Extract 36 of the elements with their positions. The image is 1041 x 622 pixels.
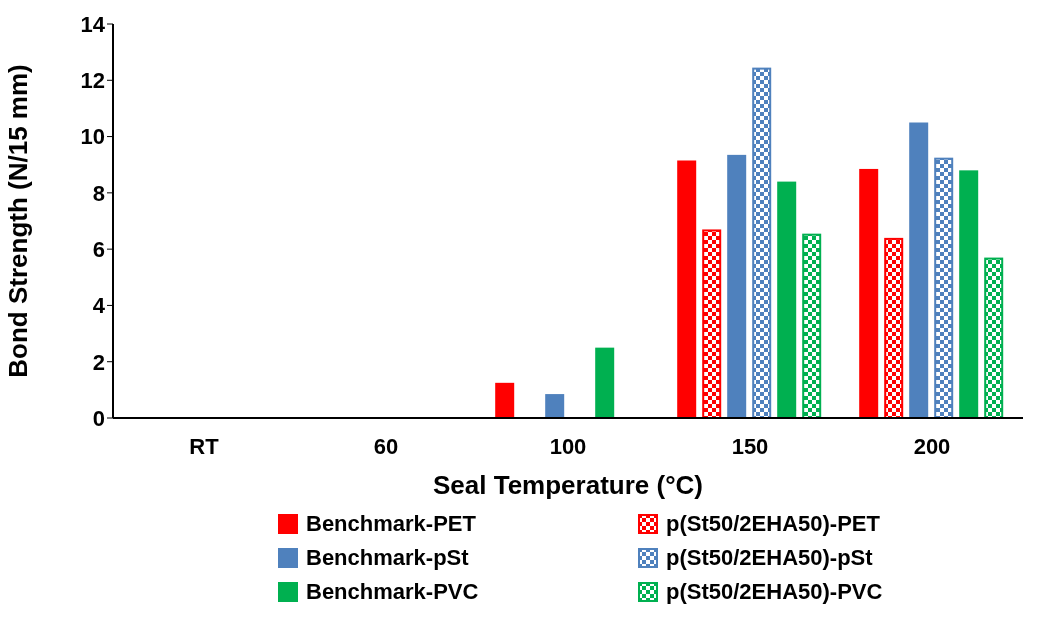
- bar: [909, 122, 929, 418]
- y-tick-label: 14: [80, 11, 106, 37]
- x-tick-label: RT: [189, 433, 220, 459]
- bar: [595, 347, 615, 418]
- bar: [802, 233, 822, 418]
- bar: [859, 168, 879, 418]
- bar: [934, 157, 954, 418]
- legend-label: Benchmark-PVC: [306, 579, 479, 605]
- bar: [545, 394, 565, 418]
- bar: [495, 382, 515, 418]
- bar: [752, 67, 772, 418]
- bar: [727, 154, 747, 418]
- x-tick-label: 60: [373, 433, 399, 459]
- legend-label: p(St50/2EHA50)-PET: [666, 511, 880, 537]
- y-axis-title: Bond Strength (N/15 mm): [3, 64, 34, 378]
- y-tick-label: 4: [92, 293, 106, 319]
- bar: [984, 257, 1004, 418]
- bar: [959, 170, 979, 418]
- y-tick-label: 8: [92, 180, 105, 206]
- y-tick-label: 12: [80, 68, 105, 94]
- bar: [702, 229, 722, 418]
- x-tick-label: 200: [913, 433, 951, 459]
- legend-label: Benchmark-pSt: [306, 545, 469, 571]
- bar: [884, 237, 904, 418]
- y-tick-label: 10: [80, 124, 105, 150]
- legend-label: Benchmark-PET: [306, 511, 476, 537]
- x-tick-label: 150: [731, 433, 769, 459]
- x-tick-label: 100: [549, 433, 587, 459]
- y-tick-label: 6: [92, 236, 105, 262]
- bar: [677, 160, 697, 418]
- y-tick-label: 2: [92, 349, 105, 375]
- y-tick-label: 0: [92, 405, 105, 431]
- x-axis-title: Seal Temperature (°C): [433, 470, 703, 500]
- legend-label: p(St50/2EHA50)-pSt: [666, 545, 873, 571]
- legend-label: p(St50/2EHA50)-PVC: [666, 579, 883, 605]
- bar: [777, 181, 797, 418]
